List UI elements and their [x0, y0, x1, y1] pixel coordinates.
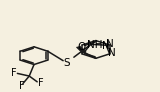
Text: F: F [11, 68, 17, 78]
Text: S: S [63, 58, 70, 68]
Text: N: N [102, 41, 109, 51]
Text: F: F [38, 78, 43, 88]
Text: N: N [108, 48, 116, 58]
Text: O: O [77, 42, 85, 52]
Text: NH: NH [87, 40, 103, 50]
Text: N: N [106, 39, 114, 49]
Text: F: F [19, 80, 25, 91]
